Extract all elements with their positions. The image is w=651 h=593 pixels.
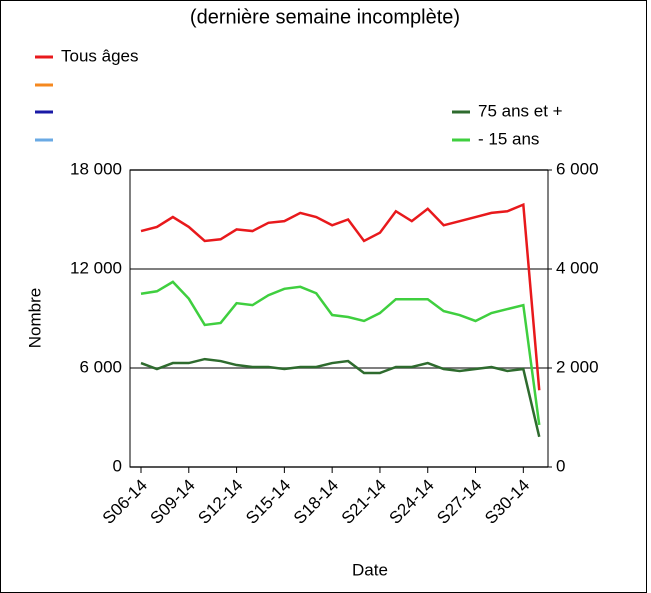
legend-label: 75 ans et + [478,101,563,120]
y-tick-label: 0 [113,456,122,475]
y-tick-label: 18 000 [70,159,122,178]
y-tick-label: 12 000 [70,258,122,277]
legend-label: Tous âges [61,46,139,65]
y2-tick-label: 2 000 [556,357,599,376]
y2-tick-label: 6 000 [556,159,599,178]
series-line [140,202,541,391]
series-line [140,357,541,438]
plot-frame [129,169,549,468]
x-axis-label: Date [352,560,388,579]
chart-title: (dernière semaine incomplète) [190,6,460,28]
series-line [140,280,541,426]
y-tick-label: 6 000 [79,357,122,376]
legend-label: - 15 ans [478,129,539,148]
y2-tick-label: 0 [556,456,565,475]
y2-tick-label: 4 000 [556,258,599,277]
y-axis-label: Nombre [25,288,44,348]
